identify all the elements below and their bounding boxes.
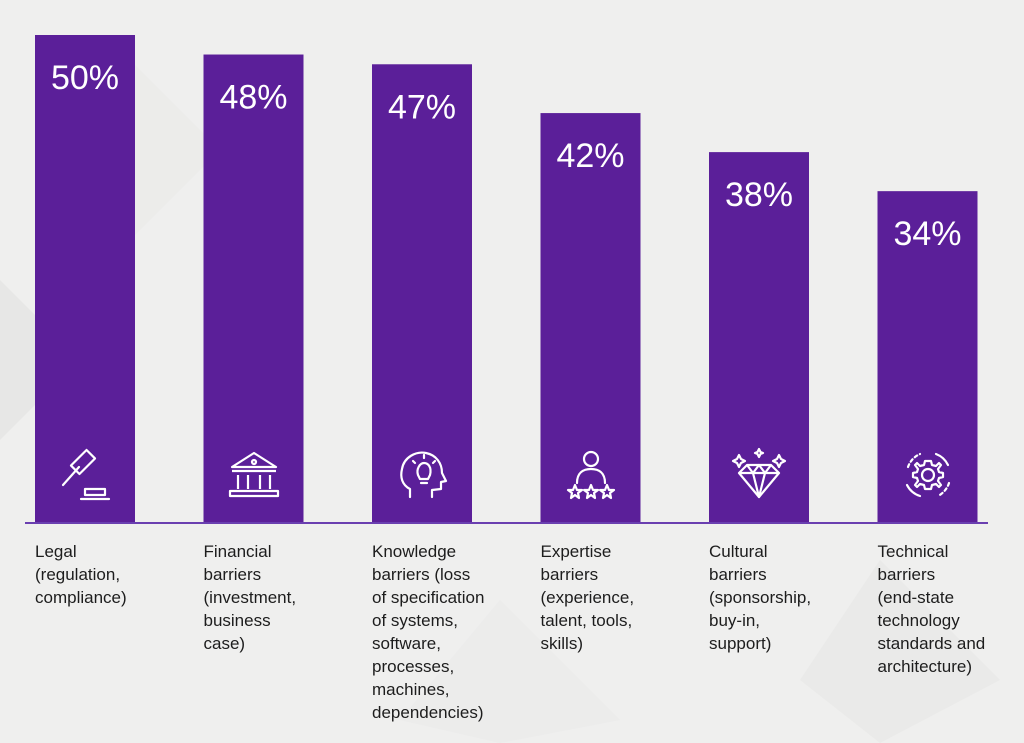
category-label: Cultural barriers (sponsorship, buy-in, … [709,542,812,653]
category-label: Technical barriers (end-state technology… [877,542,986,676]
bar-6 [877,191,978,523]
bar-3 [372,64,472,523]
bar-2 [203,54,304,524]
bar-value-label: 48% [219,79,287,117]
bar-5 [709,152,809,523]
gavel-icon [55,445,115,505]
category-label: Legal (regulation, compliance) [35,542,127,607]
bar-1 [35,35,135,523]
person-stars-icon [561,445,621,505]
value-labels: 50% 48% 47% 42% 38% 34% [51,59,962,253]
category-label: Financial barriers (investment, business… [203,542,297,653]
gear-cycle-icon [898,445,958,505]
bar-value-label: 42% [556,137,624,175]
diamond-icon [729,445,789,505]
bar-value-label: 34% [893,215,961,253]
category-label: Knowledge barriers (loss of specificatio… [372,542,485,722]
bar-4 [540,113,641,523]
bar-value-label: 38% [725,176,793,214]
category-label: Expertise barriers (experience, talent, … [540,542,635,653]
bank-icon [224,445,284,505]
bar-value-label: 50% [51,59,119,97]
head-lightbulb-icon [392,445,452,505]
bar-value-label: 47% [388,88,456,126]
bars [35,35,978,524]
